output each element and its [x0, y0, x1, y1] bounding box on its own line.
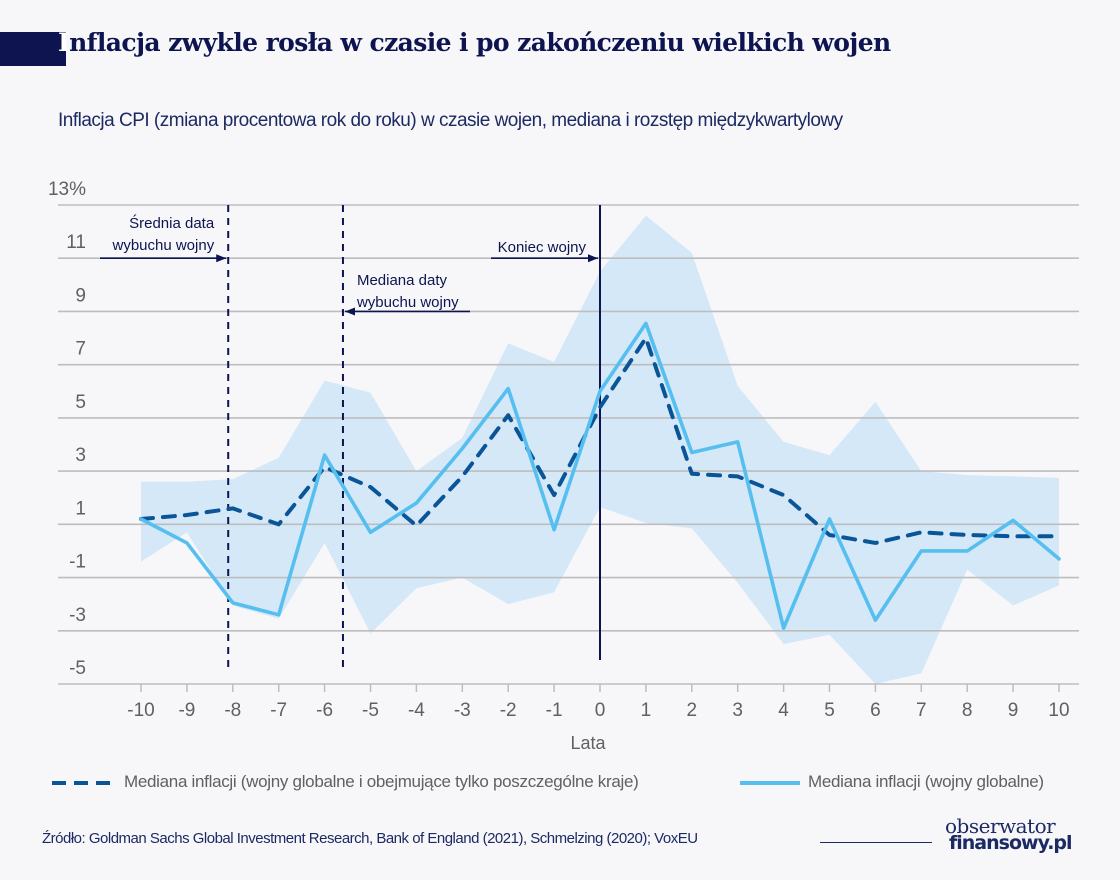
- x-tick-label: 8: [962, 700, 973, 721]
- y-tick-label: 3: [75, 445, 86, 466]
- chart-subtitle: Inflacja CPI (zmiana procentowa rok do r…: [58, 110, 843, 131]
- x-tick-label: -5: [362, 700, 379, 721]
- y-tick-label: 13%: [48, 179, 86, 200]
- x-tick-label: -2: [500, 700, 517, 721]
- x-tick-label: 4: [778, 700, 789, 721]
- x-tick-label: 2: [687, 700, 698, 721]
- annotation-arrowhead: [588, 254, 598, 263]
- legend-item-dashed: Mediana inflacji (wojny globalne i obejm…: [52, 772, 639, 792]
- publisher-logo: obserwator finansowy.pl: [945, 814, 1073, 854]
- x-tick-label: 10: [1048, 700, 1069, 721]
- x-tick-label: -4: [408, 700, 425, 721]
- legend-solid-label: Mediana inflacji (wojny globalne): [808, 772, 1044, 791]
- x-tick-label: 7: [916, 700, 927, 721]
- y-tick-label: -5: [69, 658, 86, 679]
- title-first-letter: I: [58, 28, 70, 57]
- annotation-label: Koniec wojny: [498, 239, 587, 256]
- x-tick-label: -7: [270, 700, 287, 721]
- x-tick-label: -3: [454, 700, 471, 721]
- y-tick-label: -3: [69, 605, 86, 626]
- source-divider: [820, 842, 932, 843]
- source-note: Źródło: Goldman Sachs Global Investment …: [42, 830, 698, 847]
- title-rest: nflacja zwykle rosła w czasie i po zakoń…: [69, 28, 891, 57]
- x-tick-label: 5: [824, 700, 835, 721]
- annotation-label: wybuchu wojny: [356, 294, 459, 311]
- x-axis-ticks: -10 -9 -8 -7 -6 -5 -4 -3 -2 -1 0 1 2 3 4 5 6 7 8 9 10: [127, 684, 1070, 721]
- annotation-lines: Średnia data wybuchu wojny Mediana daty wyb…: [100, 205, 601, 670]
- y-tick-label: 5: [75, 392, 86, 413]
- y-tick-label: 7: [75, 339, 86, 360]
- annotation-label: Średnia data: [129, 214, 215, 232]
- y-tick-label: 11: [66, 232, 86, 253]
- annotation-arrowhead: [216, 254, 227, 263]
- y-tick-label: 1: [75, 498, 86, 519]
- y-tick-label: 9: [75, 285, 86, 306]
- title-accent-bar: [0, 32, 66, 66]
- x-tick-label: 0: [595, 700, 606, 721]
- x-tick-label: -9: [178, 700, 195, 721]
- x-tick-label: 9: [1008, 700, 1019, 721]
- legend-solid-swatch: [740, 780, 800, 785]
- series-layer: [139, 321, 1061, 630]
- x-axis-label: Lata: [570, 733, 606, 753]
- x-tick-label: -1: [546, 700, 563, 721]
- x-tick-label: -6: [316, 700, 333, 721]
- y-axis-labels: 13% 11 9 7 5 3 1 -1 -3 -5: [48, 179, 86, 679]
- legend-dashed-label: Mediana inflacji (wojny globalne i obejm…: [124, 772, 639, 791]
- x-tick-label: 1: [641, 700, 652, 721]
- series-line-dashed: [139, 336, 1061, 545]
- logo-line-1: obserwator: [945, 814, 1056, 838]
- annotation-label: Mediana daty: [357, 272, 448, 289]
- x-tick-label: -10: [127, 700, 154, 721]
- annotation-label: wybuchu wojny: [111, 237, 214, 254]
- logo-line-2: finansowy.pl: [949, 832, 1073, 854]
- legend-dashed-swatch: [52, 780, 116, 785]
- chart-title: Inflacja zwykle rosła w czasie i po zako…: [58, 28, 891, 57]
- annotation-arrowhead: [344, 307, 355, 316]
- series-line-solid: [139, 321, 1061, 630]
- legend-item-solid: Mediana inflacji (wojny globalne): [740, 772, 1044, 792]
- x-tick-label: 3: [732, 700, 743, 721]
- x-tick-label: -8: [224, 700, 241, 721]
- y-tick-label: -1: [69, 552, 86, 573]
- x-tick-label: 6: [870, 700, 881, 721]
